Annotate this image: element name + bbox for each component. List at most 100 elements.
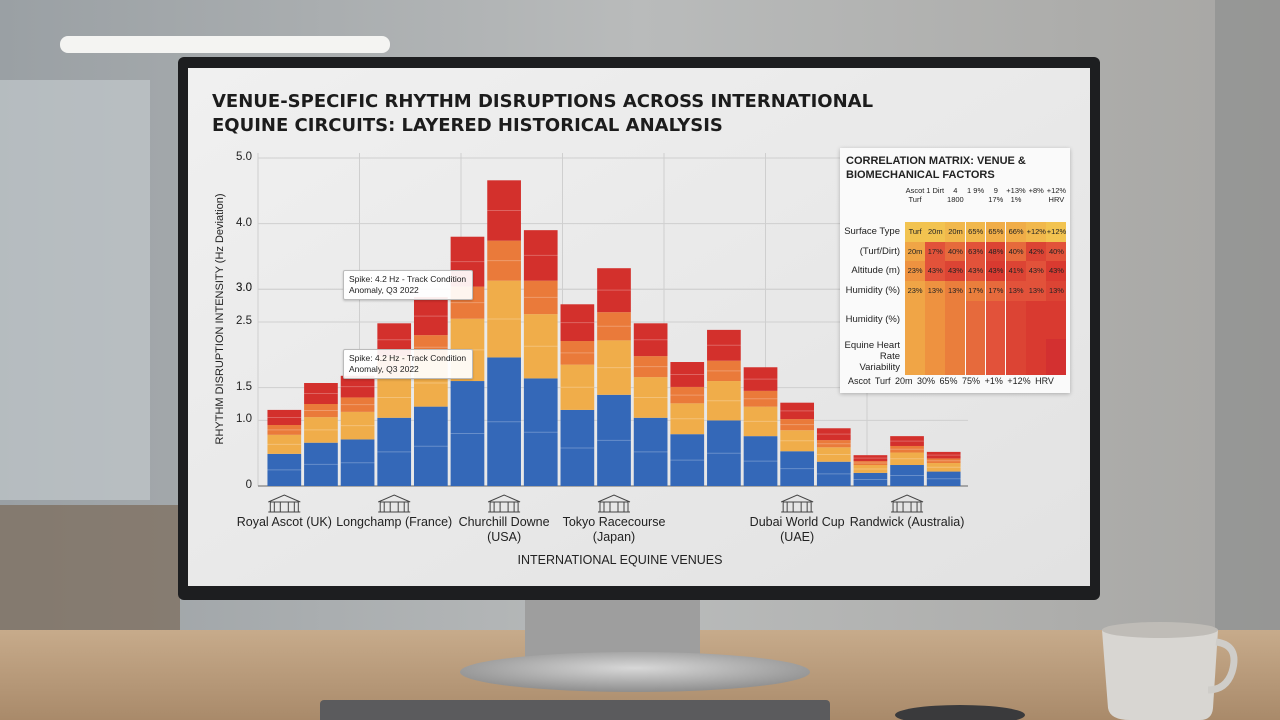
matrix-cell: [945, 301, 965, 339]
matrix-cell: [1026, 339, 1046, 375]
bar-segment: [560, 409, 595, 486]
bar-segment: [597, 312, 631, 341]
matrix-cell: [1046, 222, 1066, 242]
x-tick-label: Longchamp (France): [336, 515, 453, 529]
matrix-cell-text: 20m: [907, 246, 923, 256]
matrix-cell-text: 65%: [988, 227, 1004, 236]
bar-segment: [670, 362, 705, 387]
bar-segment: [267, 434, 302, 454]
y-tick-label: 4.0: [236, 216, 252, 229]
bar-segment: [890, 465, 924, 486]
bar-segment: [523, 230, 558, 281]
venue-icon: [487, 494, 521, 513]
matrix-cell: [985, 281, 1006, 301]
matrix-cell-text: 13%: [927, 286, 943, 295]
matrix-cell: [965, 242, 986, 261]
door: [1215, 0, 1280, 640]
correlation-matrix: CORRELATION MATRIX: VENUE & BIOMECHANICA…: [840, 148, 1070, 393]
venue-icon-shape: [890, 494, 924, 513]
venue-icon-shape: [597, 494, 631, 513]
matrix-cell-text: 17%: [968, 286, 984, 295]
matrix-cell-text: 43%: [1048, 266, 1064, 275]
matrix-cell: [925, 222, 945, 242]
monitor-neck: [525, 598, 700, 660]
bar-segment: [633, 323, 668, 357]
keyboard: [320, 700, 830, 720]
matrix-cell: [925, 281, 945, 301]
back-desk: [0, 505, 180, 635]
matrix-cell: [945, 339, 965, 375]
bar-segment: [853, 472, 888, 486]
bar-segment: [780, 402, 815, 420]
bar-segment: [267, 424, 302, 435]
bar-segment: [523, 280, 558, 315]
matrix-cell: [1046, 301, 1066, 339]
bar-segment: [890, 436, 924, 446]
bar-segment: [413, 406, 448, 486]
matrix-cell: [1046, 261, 1066, 281]
matrix-column-header: 1 Dirt: [926, 186, 945, 195]
matrix-cell-text: 20m: [927, 227, 943, 236]
matrix-cell: [905, 339, 925, 375]
matrix-footer: Ascot Turf 20m 30% 65% 75% +1% +12% HRV: [848, 376, 1054, 386]
matrix-cell: [1026, 281, 1046, 301]
bar-segment: [816, 428, 851, 441]
bar-segment: [340, 439, 375, 486]
matrix-cell-text: 63%: [968, 246, 984, 256]
venue-icon: [890, 494, 924, 513]
bar-segment: [707, 420, 741, 486]
matrix-cell: [965, 222, 986, 242]
matrix-cell: [1006, 339, 1026, 375]
matrix-cell-text: 20m: [948, 227, 963, 236]
bar-segment: [816, 461, 851, 486]
matrix-cell: [1046, 339, 1066, 375]
bar-segment: [340, 411, 375, 440]
bar-segment: [926, 458, 961, 464]
matrix-cell: [1006, 301, 1026, 339]
matrix-cell-text: 13%: [1048, 286, 1064, 295]
matrix-cell: [925, 301, 945, 339]
matrix-cell-text: +12%: [1046, 227, 1067, 236]
venue-icon: [780, 494, 814, 513]
bar-segment: [853, 461, 888, 466]
matrix-cell: [1026, 242, 1046, 261]
matrix-cell: [905, 242, 925, 261]
bar-segment: [267, 409, 302, 425]
mug-rim: [1102, 622, 1218, 638]
bar-segment: [523, 314, 558, 379]
x-tick-label: Royal Ascot (UK): [236, 515, 332, 529]
bar-segment: [633, 377, 668, 418]
bar-segment: [816, 447, 851, 462]
venue-icon: [597, 494, 631, 513]
bar-segment: [780, 419, 815, 431]
bar-segment: [670, 434, 705, 486]
x-tick-label: Randwick (Australia): [849, 515, 965, 529]
bar-segment: [926, 463, 961, 472]
matrix-cell: [1026, 301, 1046, 339]
bar-segment: [780, 451, 815, 486]
venue-icon-shape: [780, 494, 814, 513]
bar-segment: [450, 381, 485, 486]
matrix-cell: [1006, 242, 1026, 261]
bar-segment: [413, 297, 448, 336]
matrix-column-header: 1 9%: [967, 186, 985, 195]
matrix-cell-text: +12%: [1026, 227, 1046, 236]
bar-segment: [890, 445, 924, 453]
mug: [1102, 630, 1218, 720]
y-tick-label: 3.0: [236, 282, 252, 295]
bar-segment: [707, 329, 741, 361]
bar-segment: [853, 465, 888, 473]
matrix-cell-text: 42%: [1028, 246, 1044, 256]
bar-segment: [597, 268, 631, 313]
bar-segment: [707, 360, 741, 382]
y-tick-label: 5.0: [236, 151, 252, 163]
matrix-cell: [1026, 222, 1046, 242]
y-tick-label: 2.5: [236, 315, 252, 327]
matrix-row-label: Humidity (%): [845, 314, 900, 325]
bar-segment: [853, 455, 888, 462]
matrix-cell-text: 23%: [907, 286, 923, 295]
bar-segment: [304, 383, 338, 404]
y-tick-label: 1.0: [236, 413, 252, 426]
matrix-cell-text: 40%: [1008, 246, 1024, 256]
